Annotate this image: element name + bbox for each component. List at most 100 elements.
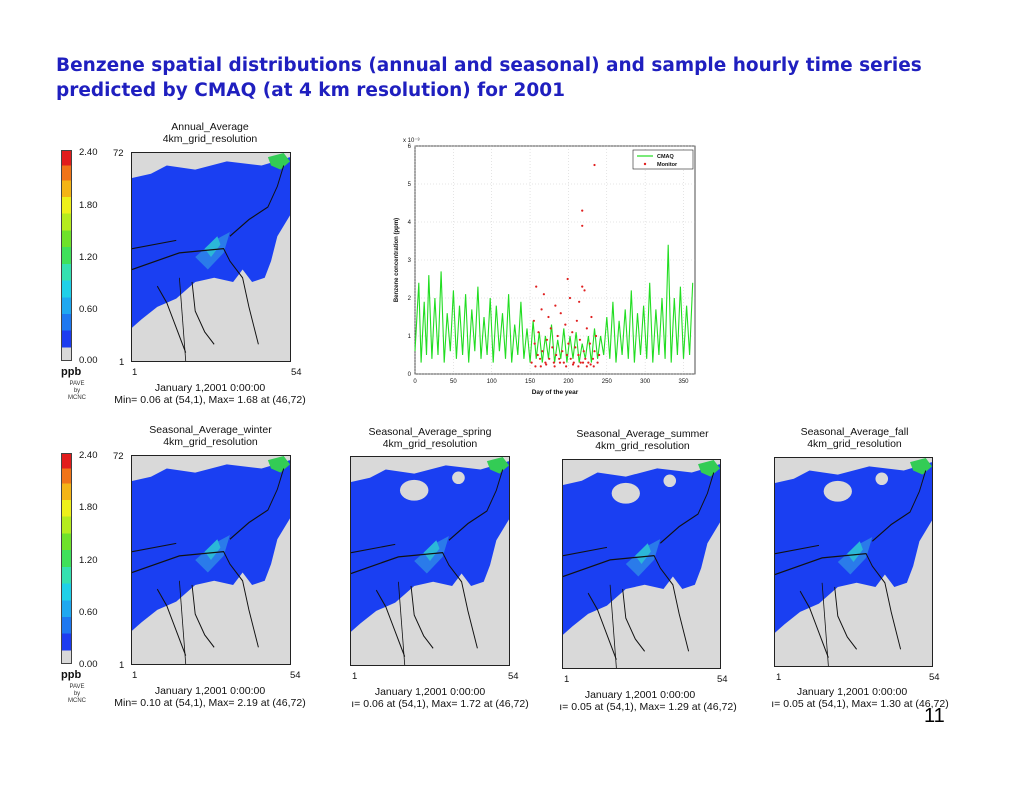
colorbar-unit: ppb: [61, 366, 82, 378]
concentration-map: [774, 457, 933, 667]
monitor-point: [554, 304, 557, 307]
monitor-point: [585, 365, 588, 368]
pave-credit: PAVE by MCNC: [64, 381, 90, 402]
map-lake: [875, 472, 889, 486]
concentration-hotspot: [698, 460, 720, 477]
concentration-field: [132, 460, 290, 631]
boundary-line: [179, 580, 187, 664]
colorbar-tick: 1.20: [79, 555, 98, 566]
concentration-field: [204, 236, 221, 257]
y-multiplier: x 10⁻³: [403, 138, 420, 144]
map-x-left: 1: [564, 674, 570, 685]
monitor-point: [578, 300, 581, 303]
y-tick-label: 5: [408, 182, 412, 188]
monitor-point: [591, 357, 595, 360]
monitor-point: [593, 350, 596, 353]
map-y-bottom: 1: [119, 357, 125, 368]
x-tick-label: 50: [450, 379, 457, 385]
y-tick-label: 6: [408, 144, 412, 150]
credit-line: MCNC: [68, 698, 86, 704]
boundary-line: [132, 542, 177, 553]
monitor-point: [548, 357, 551, 360]
concentration-field: [635, 543, 651, 564]
monitor-point: [598, 353, 601, 357]
boundary-line: [351, 552, 478, 649]
map-date: January 1,2001 0:00:00: [154, 382, 266, 394]
y-tick-label: 3: [408, 258, 412, 264]
map-x-right: 54: [717, 674, 728, 685]
colorbar-tick: 1.80: [79, 200, 98, 211]
map-lake: [399, 479, 429, 501]
map-subtitle: 4km_grid_resolution: [595, 440, 690, 452]
monitor-point: [565, 365, 568, 368]
concentration-map: [562, 459, 721, 669]
coastline: [799, 590, 829, 658]
monitor-point: [579, 361, 582, 364]
monitor-point: [581, 224, 584, 227]
monitor-point: [581, 361, 585, 364]
map-lake: [663, 474, 677, 488]
legend-swatch-monitor: [643, 162, 647, 166]
map-date: January 1,2001 0:00:00: [584, 689, 696, 701]
legend-box: [632, 149, 694, 170]
boundary-line: [351, 543, 396, 554]
map-title: Seasonal_Average_summer: [576, 428, 709, 440]
map-minmax: Min= 0.10 at (54,1), Max= 2.19 at (46,72…: [114, 697, 306, 709]
monitor-point: [552, 361, 555, 364]
monitor-point: [583, 289, 586, 292]
colorbar: [61, 150, 72, 361]
boundary-line: [132, 239, 177, 250]
boundary-line: [821, 582, 829, 666]
concentration-hotspot: [267, 153, 290, 170]
page-number: 11: [924, 705, 945, 727]
coastline: [156, 285, 187, 353]
coastline: [872, 470, 927, 542]
map-title: Seasonal_Average_fall: [800, 426, 909, 438]
monitor-point: [575, 319, 578, 322]
slide-title-line-1: Benzene spatial distributions (annual an…: [56, 55, 922, 76]
credit-line: by: [73, 691, 81, 697]
monitor-point: [541, 350, 544, 353]
map-date: January 1,2001 0:00:00: [374, 686, 486, 698]
colorbar-tick: 0.60: [79, 607, 98, 618]
monitor-point: [534, 365, 537, 368]
monitor-point: [532, 319, 536, 322]
coastline: [156, 588, 187, 656]
coastline: [410, 585, 434, 649]
coastline: [191, 584, 215, 648]
map-x-right: 54: [291, 367, 302, 378]
monitor-point: [556, 334, 559, 338]
boundary-line: [398, 581, 406, 665]
x-tick-label: 300: [640, 379, 651, 385]
time-series-chart: 0 50 100 150 200 250 300 350 0 1 2 3 4 5 6 x 10⁻³ Benz…: [385, 132, 703, 397]
x-axis-label: Day of the year: [532, 389, 579, 396]
monitor-point: [589, 363, 592, 366]
coastline: [587, 592, 617, 660]
monitor-point: [582, 350, 585, 353]
boundary-line: [563, 555, 690, 652]
monitor-point: [577, 353, 580, 357]
monitor-point: [574, 346, 577, 349]
monitor-point: [558, 361, 562, 364]
concentration-map: [131, 455, 291, 665]
time-series-svg: 0 50 100 150 200 250 300 350 0 1 2 3 4 5 6 x 10⁻³ Benz…: [394, 138, 696, 396]
monitor-point: [572, 361, 575, 364]
legend-label-monitor: Monitor: [657, 162, 678, 168]
boundary-line: [775, 553, 902, 650]
monitor-point: [584, 357, 587, 360]
monitor-point: [585, 327, 588, 330]
concentration-field: [204, 539, 221, 560]
map-minmax: ı= 0.05 at (54,1), Max= 1.30 at (46,72): [771, 698, 949, 710]
y-tick-label: 0: [408, 372, 412, 378]
monitor-point: [581, 285, 584, 288]
x-tick-label: 150: [525, 379, 536, 385]
monitor-point: [568, 296, 572, 300]
monitor-point: [567, 342, 570, 345]
map-lake: [611, 482, 640, 504]
boundary-line: [132, 551, 259, 648]
map-title: Annual_Average: [171, 121, 249, 133]
x-tick-label: 250: [602, 379, 613, 385]
monitor-point: [592, 365, 595, 368]
map-x-right: 54: [290, 670, 301, 681]
concentration-hotspot: [267, 456, 290, 473]
